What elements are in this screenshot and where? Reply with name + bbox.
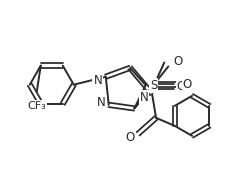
Text: O: O: [177, 80, 186, 93]
Text: N: N: [93, 74, 102, 87]
Text: N: N: [140, 91, 149, 104]
Text: O: O: [183, 78, 192, 91]
Text: O: O: [174, 55, 183, 68]
Text: O: O: [125, 131, 135, 144]
Text: CF₃: CF₃: [27, 101, 46, 111]
Text: S: S: [150, 79, 157, 92]
Text: N: N: [97, 96, 106, 109]
